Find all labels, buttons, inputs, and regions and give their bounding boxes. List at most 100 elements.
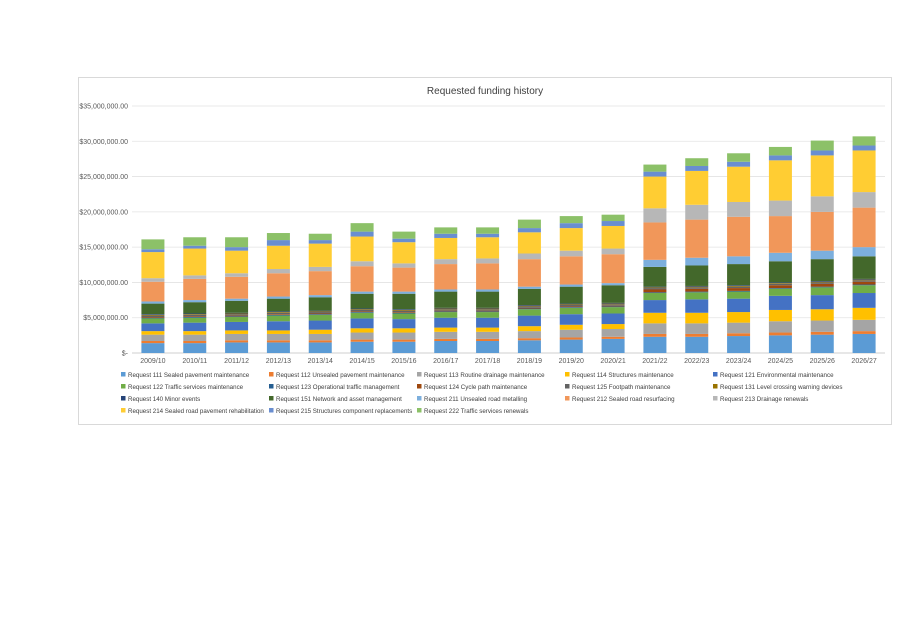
bar-segment xyxy=(601,313,625,325)
bar-segment xyxy=(183,300,207,303)
bar-segment xyxy=(768,285,792,289)
y-tick-label: $15,000,000.00 xyxy=(79,245,128,252)
bar-segment xyxy=(810,309,834,321)
bar-segment xyxy=(434,291,458,308)
bar-segment xyxy=(476,227,500,234)
bar-segment xyxy=(810,331,834,335)
bar-segment xyxy=(852,285,876,294)
bar-segment xyxy=(810,282,834,284)
bar-segment xyxy=(685,165,709,171)
bar-segment xyxy=(727,322,751,334)
bar-segment xyxy=(266,321,290,331)
bar-segment xyxy=(225,340,249,343)
bar-segment xyxy=(643,164,667,172)
bar-segment xyxy=(141,281,165,302)
bar-segment xyxy=(685,285,709,287)
bar-segment xyxy=(225,317,249,322)
bar-segment xyxy=(266,333,290,341)
bar-segment xyxy=(685,288,709,292)
bar-segment xyxy=(476,327,500,332)
legend-entry: Request 111 Sealed pavement maintenance xyxy=(128,372,250,379)
bar-segment xyxy=(517,307,541,309)
x-tick-label: 2014/15 xyxy=(349,358,374,365)
bar-segment xyxy=(643,266,667,287)
legend-entry: Request 212 Sealed road resurfacing xyxy=(572,396,675,403)
bar-segment xyxy=(810,320,834,332)
bar-segment xyxy=(225,298,249,301)
bar-segment xyxy=(685,204,709,220)
bar-segment xyxy=(225,342,249,353)
bar-segment xyxy=(517,286,541,289)
bar-segment xyxy=(810,283,834,287)
bar-segment xyxy=(476,310,500,312)
bar-segment xyxy=(141,317,165,318)
bar-segment xyxy=(225,330,249,334)
x-tick-label: 2023/24 xyxy=(726,358,751,365)
bar-segment xyxy=(685,333,709,337)
bar-segment xyxy=(517,315,541,327)
bar-segment xyxy=(308,313,332,315)
chart-frame: Requested funding history $- $5,000,000.0… xyxy=(78,77,892,425)
bar-segment xyxy=(183,331,207,335)
legend-entry: Request 215 Structures component replace… xyxy=(276,408,412,415)
legend-swatch xyxy=(713,396,718,401)
bar-segment xyxy=(601,304,625,306)
bar-segment xyxy=(768,261,792,283)
bar-segment xyxy=(392,341,416,353)
bar-segment xyxy=(308,295,332,298)
bar-segment xyxy=(517,253,541,260)
legend-swatch xyxy=(121,372,126,377)
bar-segment xyxy=(517,219,541,229)
bar-segment xyxy=(601,306,625,308)
bar-segment xyxy=(852,293,876,308)
bar-segment xyxy=(392,312,416,313)
x-tick-label: 2019/20 xyxy=(559,358,584,365)
x-tick-label: 2017/18 xyxy=(475,358,500,365)
bar-segment xyxy=(517,305,541,306)
bar-segment xyxy=(392,291,416,294)
x-tick-label: 2026/27 xyxy=(851,358,876,365)
bar-segment xyxy=(643,312,667,324)
bar-segment xyxy=(852,319,876,332)
bar-segment xyxy=(643,288,667,290)
bar-segment xyxy=(308,314,332,315)
bar-segment xyxy=(517,326,541,332)
bar-segment xyxy=(266,273,290,297)
bar-segment xyxy=(476,311,500,313)
bar-segment xyxy=(225,247,249,251)
bar-segment xyxy=(559,337,583,340)
bar-segment xyxy=(225,316,249,318)
legend-swatch xyxy=(417,408,422,413)
bar-segment xyxy=(810,140,834,151)
legend-swatch xyxy=(713,384,718,389)
bar-segment xyxy=(225,237,249,248)
legend: Request 111 Sealed pavement maintenance R… xyxy=(121,372,842,415)
legend-swatch xyxy=(121,384,126,389)
bar-segment xyxy=(141,334,165,342)
y-tick-label: $5,000,000.00 xyxy=(83,315,128,322)
bar-segment xyxy=(476,258,500,264)
bar-segment xyxy=(601,254,625,284)
bar-segment xyxy=(685,265,709,286)
bar-segment xyxy=(643,286,667,288)
bar-segment xyxy=(768,216,792,253)
bar-segment xyxy=(476,307,500,309)
bar-segment xyxy=(434,341,458,353)
bar-segment xyxy=(141,303,165,315)
bar-segment xyxy=(810,211,834,251)
bar-segment xyxy=(350,309,374,312)
bar-segment xyxy=(559,304,583,306)
bar-segment xyxy=(141,323,165,332)
bar-segment xyxy=(643,323,667,334)
bar-segment xyxy=(183,334,207,342)
bar-segment xyxy=(852,331,876,334)
bar-segment xyxy=(225,300,249,313)
bar-segment xyxy=(727,166,751,202)
bar-segment xyxy=(601,285,625,303)
bar-segment xyxy=(643,333,667,337)
bar-segment xyxy=(852,247,876,257)
bar-segment xyxy=(768,283,792,286)
bar-segment xyxy=(727,312,751,323)
bar-segment xyxy=(308,329,332,334)
bar-segment xyxy=(266,314,290,315)
